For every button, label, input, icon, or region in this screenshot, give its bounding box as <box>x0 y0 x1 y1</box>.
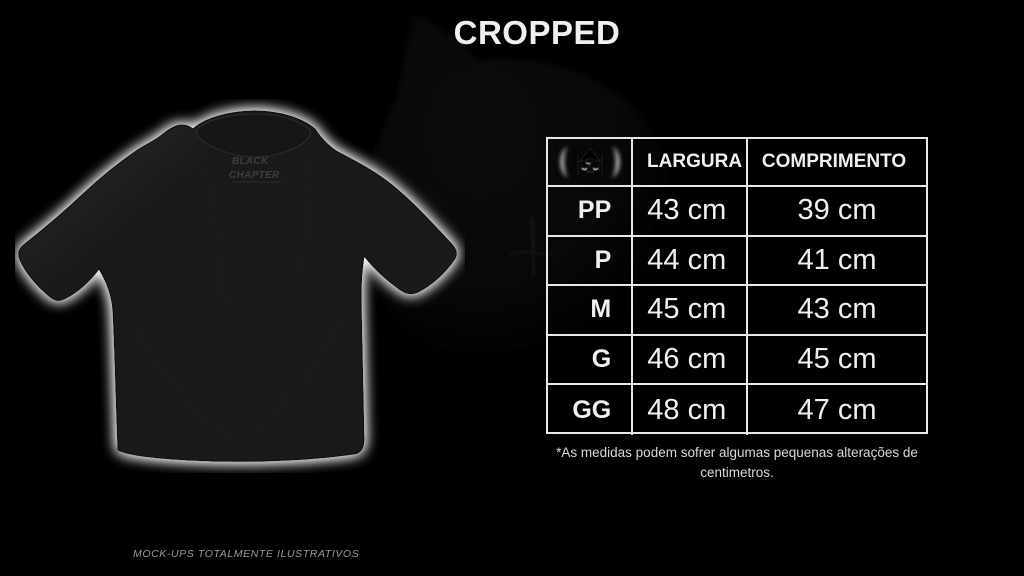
svg-text:CHAPTER: CHAPTER <box>229 170 280 181</box>
svg-text:BLACK: BLACK <box>232 156 269 167</box>
